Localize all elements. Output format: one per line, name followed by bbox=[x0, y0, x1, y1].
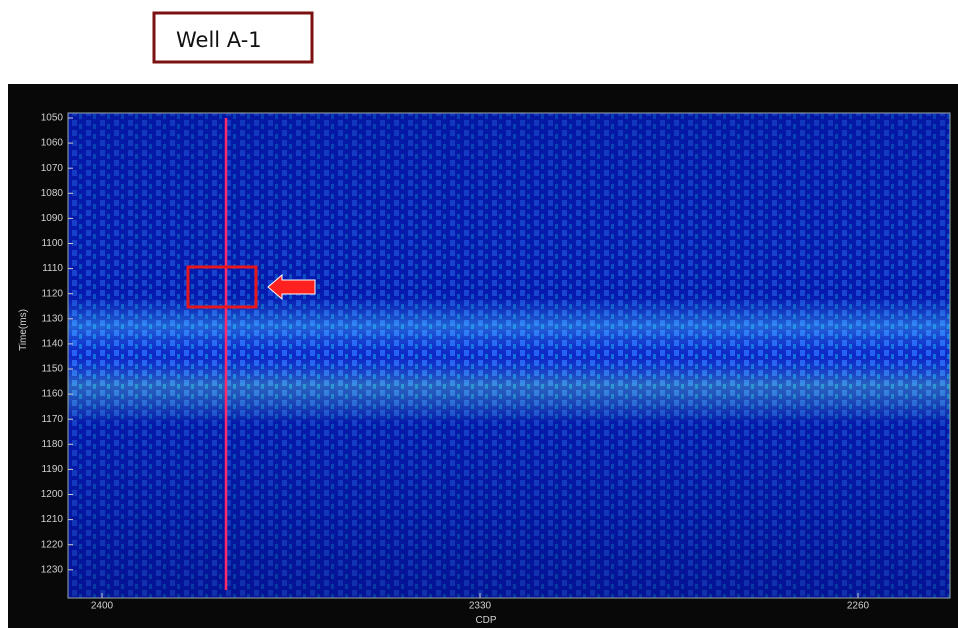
y-tick-label: 1100 bbox=[41, 238, 63, 249]
y-tick-label: 1180 bbox=[41, 439, 63, 450]
x-tick-label: 2260 bbox=[847, 601, 870, 612]
y-tick-label: 1220 bbox=[41, 539, 64, 550]
y-tick-label: 1130 bbox=[41, 313, 63, 324]
y-tick-label: 1050 bbox=[41, 113, 64, 124]
y-axis-title: Time(ms) bbox=[18, 309, 29, 351]
x-tick-label: 2330 bbox=[469, 601, 492, 612]
y-tick-label: 1190 bbox=[41, 464, 63, 475]
seismic-bands bbox=[68, 113, 950, 598]
y-tick-label: 1200 bbox=[41, 489, 64, 500]
y-tick-label: 1150 bbox=[41, 364, 63, 375]
plot-border bbox=[67, 112, 951, 599]
highlight-box bbox=[186, 265, 258, 309]
y-tick-label: 1230 bbox=[41, 564, 64, 575]
x-tick-label: 2400 bbox=[91, 601, 114, 612]
y-tick-label: 1070 bbox=[41, 163, 64, 174]
arrow bbox=[267, 273, 316, 301]
y-tick-label: 1210 bbox=[41, 514, 64, 525]
x-axis-title: CDP bbox=[475, 615, 496, 626]
well-label: Well A-1 bbox=[176, 28, 262, 52]
y-tick-label: 1080 bbox=[41, 188, 64, 199]
y-tick-label: 1110 bbox=[42, 263, 63, 274]
y-tick-label: 1160 bbox=[41, 389, 63, 400]
y-tick-label: 1140 bbox=[41, 339, 63, 350]
y-tick-label: 1170 bbox=[41, 414, 63, 425]
y-tick-label: 1120 bbox=[41, 288, 63, 299]
well-label-box bbox=[152, 11, 314, 64]
y-tick-label: 1090 bbox=[41, 213, 64, 224]
y-tick-label: 1060 bbox=[41, 138, 64, 149]
